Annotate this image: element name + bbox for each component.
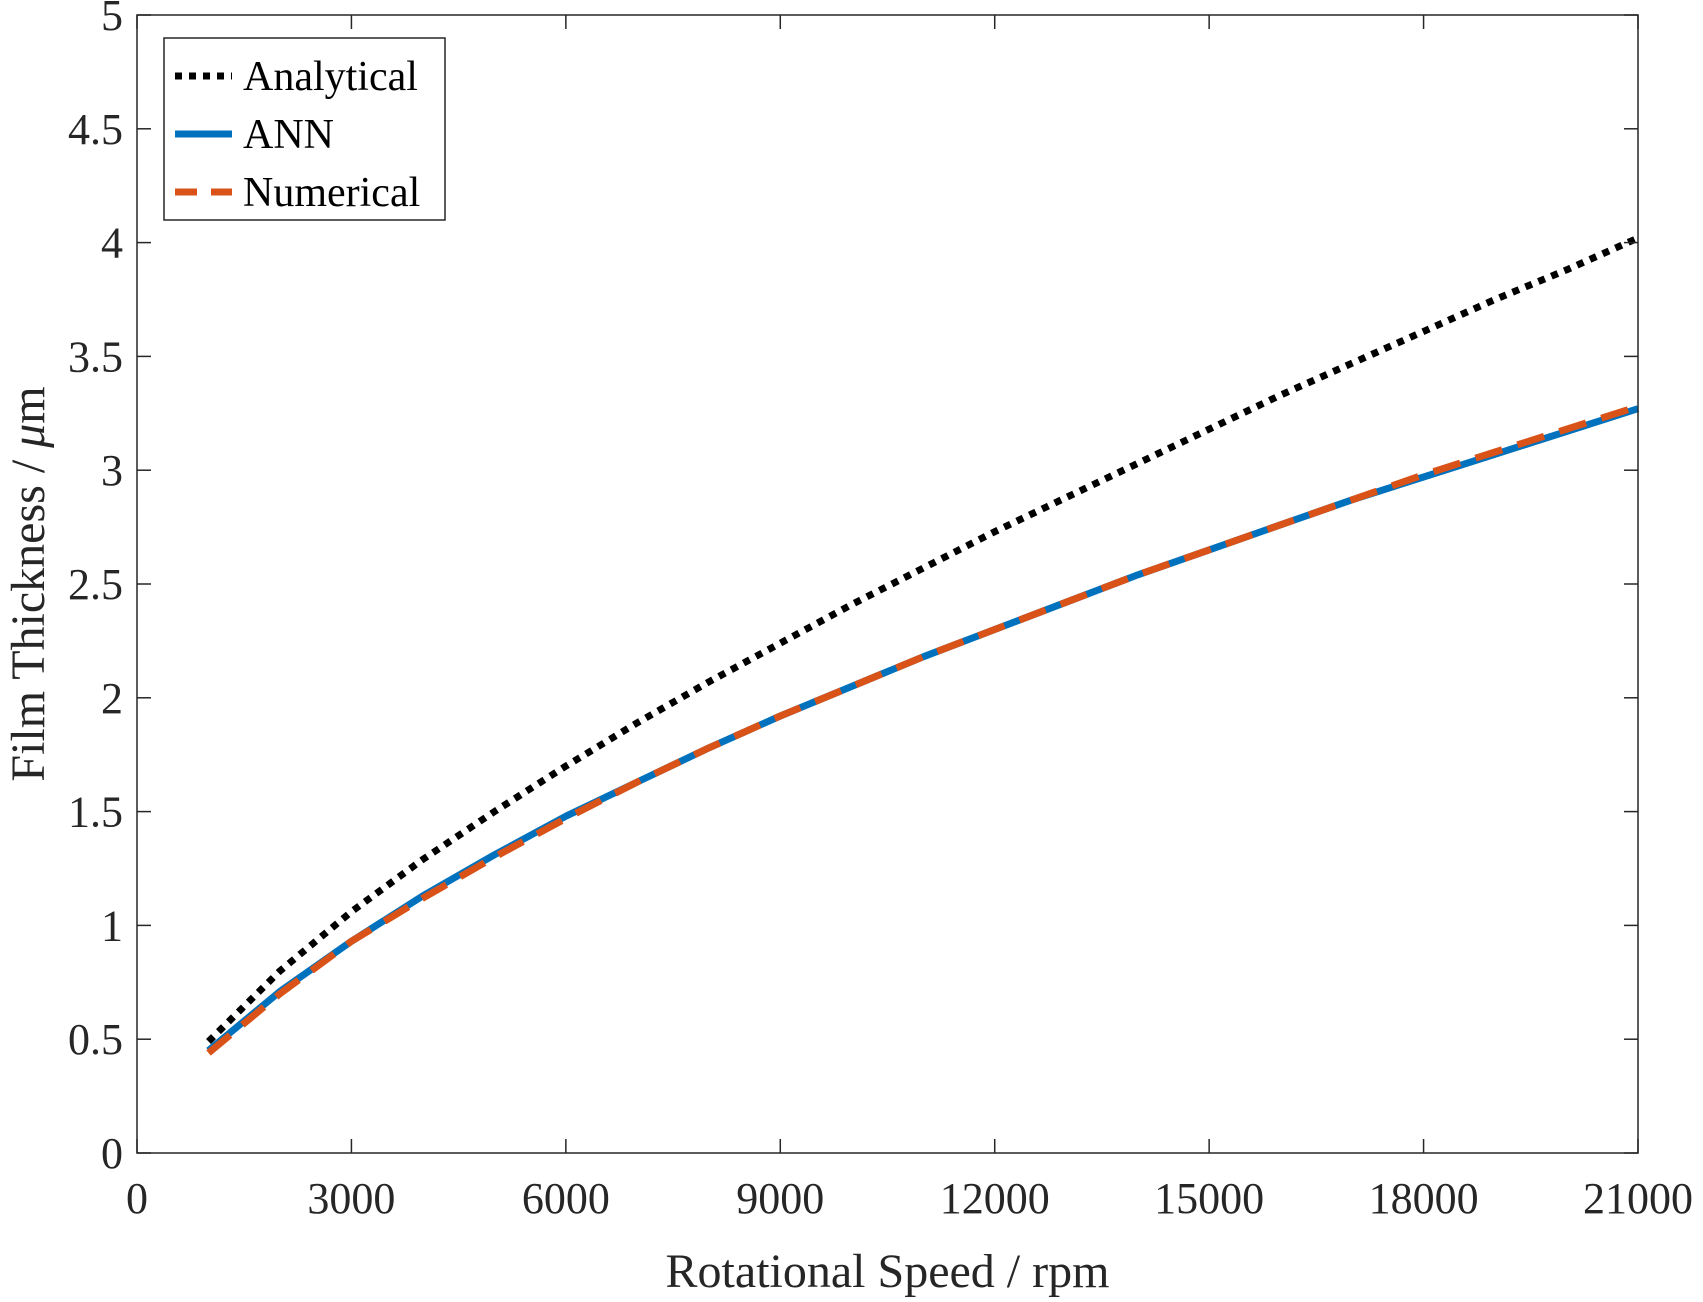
x-axis-label: Rotational Speed / rpm — [666, 1245, 1110, 1298]
y-axis-label-prefix: Film Thickness / — [2, 448, 55, 782]
x-tick-label: 6000 — [522, 1174, 610, 1223]
y-axis-label: Film Thickness / μm — [2, 386, 55, 781]
y-tick-label: 0 — [101, 1129, 123, 1178]
y-tick-label: 2.5 — [68, 560, 123, 609]
legend-label-analytical: Analytical — [243, 54, 418, 100]
legend-label-numerical: Numerical — [243, 170, 420, 216]
y-tick-label: 4.5 — [68, 105, 123, 154]
x-tick-label: 18000 — [1369, 1174, 1479, 1223]
y-tick-label: 0.5 — [68, 1015, 123, 1064]
y-tick-label: 1.5 — [68, 788, 123, 837]
x-axis: 0 3000 6000 9000 12000 15000 18000 21000 — [126, 15, 1693, 1223]
x-tick-label: 0 — [126, 1174, 148, 1223]
x-tick-label: 9000 — [736, 1174, 824, 1223]
y-tick-label: 1 — [101, 901, 123, 950]
y-axis-label-symbol: μ — [2, 424, 55, 449]
legend: Analytical ANN Numerical — [163, 37, 446, 221]
y-axis: 0 0.5 1 1.5 2 2.5 3 3.5 4 4.5 5 — [68, 0, 1638, 1178]
series-line-numerical — [206, 403, 1640, 1056]
y-tick-label: 4 — [101, 219, 123, 268]
legend-label-ann: ANN — [243, 112, 334, 158]
x-tick-label: 21000 — [1583, 1174, 1693, 1223]
x-tick-label: 15000 — [1154, 1174, 1264, 1223]
series-layer — [206, 234, 1640, 1056]
y-tick-label: 3 — [101, 446, 123, 495]
y-tick-label: 3.5 — [68, 332, 123, 381]
y-tick-label: 5 — [101, 0, 123, 40]
series-line-analytical — [206, 234, 1640, 1044]
legend-box — [163, 37, 446, 221]
x-tick-label: 3000 — [307, 1174, 395, 1223]
y-tick-label: 2 — [101, 674, 123, 723]
y-axis-label-suffix: m — [2, 386, 55, 423]
x-tick-label: 12000 — [940, 1174, 1050, 1223]
